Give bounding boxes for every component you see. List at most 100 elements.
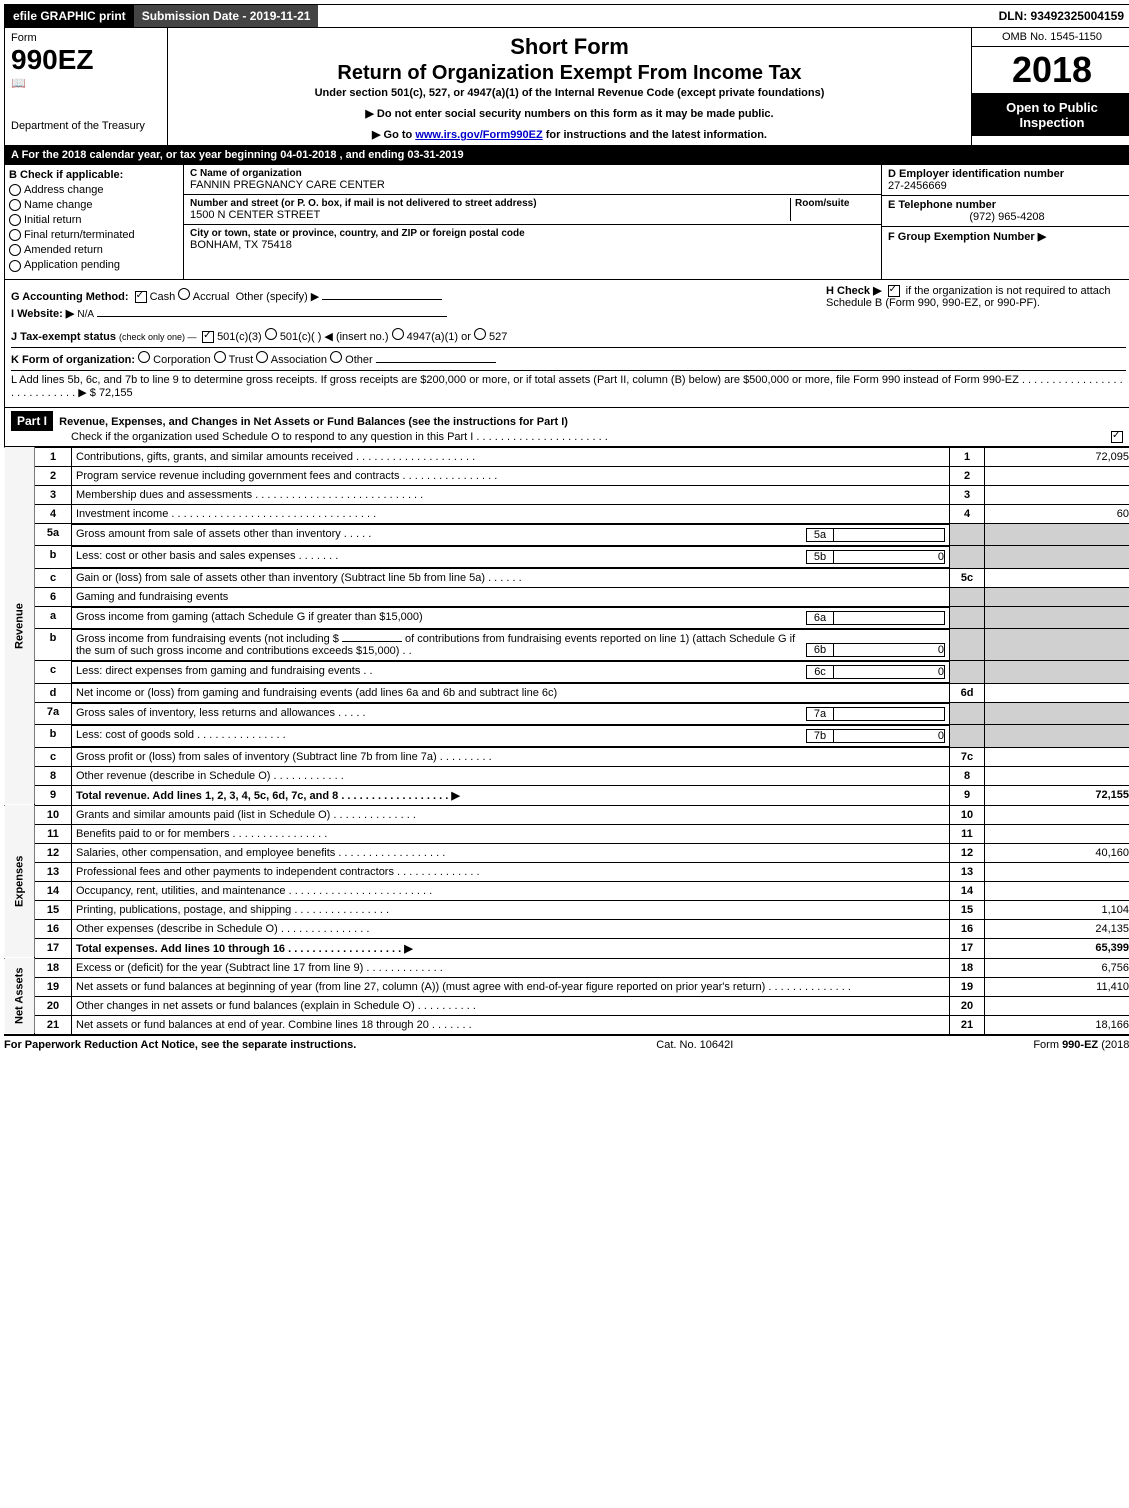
title-col: Short Form Return of Organization Exempt… bbox=[168, 28, 971, 145]
chk-other-org[interactable] bbox=[330, 351, 342, 363]
chk-pending[interactable]: Application pending bbox=[9, 259, 179, 271]
val-7c bbox=[985, 747, 1129, 766]
subval-7b: 0 bbox=[834, 729, 945, 743]
box-14: 14 bbox=[950, 881, 985, 900]
box-7a-gray bbox=[950, 702, 985, 725]
box-6a-gray bbox=[950, 606, 985, 629]
d-label: D Employer identification number bbox=[888, 168, 1126, 180]
row-13: 13 Professional fees and other payments … bbox=[4, 862, 1129, 881]
g-line: G Accounting Method: Cash Accrual Other … bbox=[11, 288, 826, 303]
k-assoc: Association bbox=[271, 354, 327, 366]
submission-date: Submission Date - 2019-11-21 bbox=[134, 5, 319, 27]
ln-19: 19 bbox=[35, 977, 72, 996]
b-title: B Check if applicable: bbox=[9, 169, 179, 181]
val-14 bbox=[985, 881, 1129, 900]
desc-11: Benefits paid to or for members . . . . … bbox=[72, 824, 950, 843]
desc-2: Program service revenue including govern… bbox=[72, 466, 950, 485]
row-20: 20 Other changes in net assets or fund b… bbox=[4, 996, 1129, 1015]
val-20 bbox=[985, 996, 1129, 1015]
chk-corp[interactable] bbox=[138, 351, 150, 363]
chk-cash[interactable] bbox=[135, 291, 147, 303]
chk-h[interactable] bbox=[888, 285, 900, 297]
row-6d: d Net income or (loss) from gaming and f… bbox=[4, 683, 1129, 702]
expenses-side: Expenses bbox=[4, 805, 35, 958]
sub-6a: 6a bbox=[806, 611, 834, 625]
chk-name[interactable]: Name change bbox=[9, 199, 179, 211]
chk-trust[interactable] bbox=[214, 351, 226, 363]
part1-sub: Check if the organization used Schedule … bbox=[71, 431, 608, 443]
ln-6d: d bbox=[35, 683, 72, 702]
seal-icon: 📖 bbox=[11, 76, 161, 90]
subtitle: Under section 501(c), 527, or 4947(a)(1)… bbox=[174, 87, 965, 99]
val-15: 1,104 bbox=[985, 900, 1129, 919]
chk-accrual[interactable] bbox=[178, 288, 190, 300]
desc-7b: Less: cost of goods sold . . . . . . . .… bbox=[76, 729, 806, 743]
row-7a: 7a Gross sales of inventory, less return… bbox=[4, 702, 1129, 725]
k-other: Other bbox=[345, 354, 373, 366]
j-opt2: 501(c)( ) ◀ (insert no.) bbox=[280, 331, 389, 343]
chk-schedule-o[interactable] bbox=[1111, 431, 1123, 443]
row-16: 16 Other expenses (describe in Schedule … bbox=[4, 919, 1129, 938]
chk-amended[interactable]: Amended return bbox=[9, 244, 179, 256]
chk-501c[interactable] bbox=[265, 328, 277, 340]
row-7b: b Less: cost of goods sold . . . . . . .… bbox=[4, 725, 1129, 748]
footer-mid: Cat. No. 10642I bbox=[656, 1039, 733, 1051]
main-title: Return of Organization Exempt From Incom… bbox=[174, 62, 965, 85]
ln-5b: b bbox=[35, 546, 72, 569]
val-6c-gray bbox=[985, 661, 1129, 684]
val-16: 24,135 bbox=[985, 919, 1129, 938]
dept-treasury: Department of the Treasury bbox=[11, 120, 161, 132]
desc-5a: Gross amount from sale of assets other t… bbox=[76, 528, 806, 542]
box-5a-gray bbox=[950, 523, 985, 546]
goto-prefix: ▶ Go to bbox=[372, 129, 415, 141]
ln-11: 11 bbox=[35, 824, 72, 843]
i-label: I Website: ▶ bbox=[11, 308, 74, 320]
form-label: Form bbox=[11, 32, 161, 44]
ein-cell: D Employer identification number 27-2456… bbox=[882, 165, 1129, 196]
k-corp: Corporation bbox=[153, 354, 210, 366]
omb-number: OMB No. 1545-1150 bbox=[972, 28, 1129, 47]
chk-501c3[interactable] bbox=[202, 331, 214, 343]
chk-527[interactable] bbox=[474, 328, 486, 340]
part1-title: Part I Revenue, Expenses, and Changes in… bbox=[5, 408, 1129, 446]
city-val: BONHAM, TX 75418 bbox=[190, 239, 875, 251]
ln-21: 21 bbox=[35, 1015, 72, 1034]
chk-initial[interactable]: Initial return bbox=[9, 214, 179, 226]
street-label: Number and street (or P. O. box, if mail… bbox=[190, 198, 790, 209]
footer: For Paperwork Reduction Act Notice, see … bbox=[4, 1035, 1129, 1054]
l-line: L Add lines 5b, 6c, and 7b to line 9 to … bbox=[11, 370, 1126, 399]
val-9: 72,155 bbox=[985, 785, 1129, 805]
desc-16: Other expenses (describe in Schedule O) … bbox=[72, 919, 950, 938]
sub-7a: 7a bbox=[806, 707, 834, 721]
chk-final[interactable]: Final return/terminated bbox=[9, 229, 179, 241]
desc-5b: Less: cost or other basis and sales expe… bbox=[76, 550, 806, 564]
irs-link[interactable]: www.irs.gov/Form990EZ bbox=[415, 129, 542, 141]
chk-address[interactable]: Address change bbox=[9, 184, 179, 196]
group-exempt-cell: F Group Exemption Number ▶ bbox=[882, 227, 1129, 246]
efile-print-button[interactable]: efile GRAPHIC print bbox=[5, 5, 134, 27]
chk-4947[interactable] bbox=[392, 328, 404, 340]
org-name: FANNIN PREGNANCY CARE CENTER bbox=[190, 179, 875, 191]
j-label: J Tax-exempt status bbox=[11, 331, 116, 343]
desc-6c-wrap: Less: direct expenses from gaming and fu… bbox=[72, 661, 949, 683]
city-cell: City or town, state or province, country… bbox=[184, 225, 881, 254]
box-6d: 6d bbox=[950, 683, 985, 702]
row-6b: b Gross income from fundraising events (… bbox=[4, 629, 1129, 661]
ln-13: 13 bbox=[35, 862, 72, 881]
desc-6a: Gross income from gaming (attach Schedul… bbox=[76, 611, 806, 625]
row-4: 4 Investment income . . . . . . . . . . … bbox=[4, 504, 1129, 523]
row-6a: a Gross income from gaming (attach Sched… bbox=[4, 606, 1129, 629]
sub-6b: 6b bbox=[806, 643, 834, 657]
row-14: 14 Occupancy, rent, utilities, and maint… bbox=[4, 881, 1129, 900]
val-5a-gray bbox=[985, 523, 1129, 546]
ln-6b: b bbox=[35, 629, 72, 661]
row-2: 2 Program service revenue including gove… bbox=[4, 466, 1129, 485]
box-10: 10 bbox=[950, 805, 985, 824]
ssn-warning: ▶ Do not enter social security numbers o… bbox=[174, 107, 965, 120]
dln-number: DLN: 93492325004159 bbox=[991, 5, 1129, 27]
desc-5a-wrap: Gross amount from sale of assets other t… bbox=[72, 524, 949, 546]
chk-assoc[interactable] bbox=[256, 351, 268, 363]
g-cash: Cash bbox=[150, 291, 176, 303]
section-c-org: C Name of organization FANNIN PREGNANCY … bbox=[184, 165, 881, 279]
g-label: G Accounting Method: bbox=[11, 291, 129, 303]
